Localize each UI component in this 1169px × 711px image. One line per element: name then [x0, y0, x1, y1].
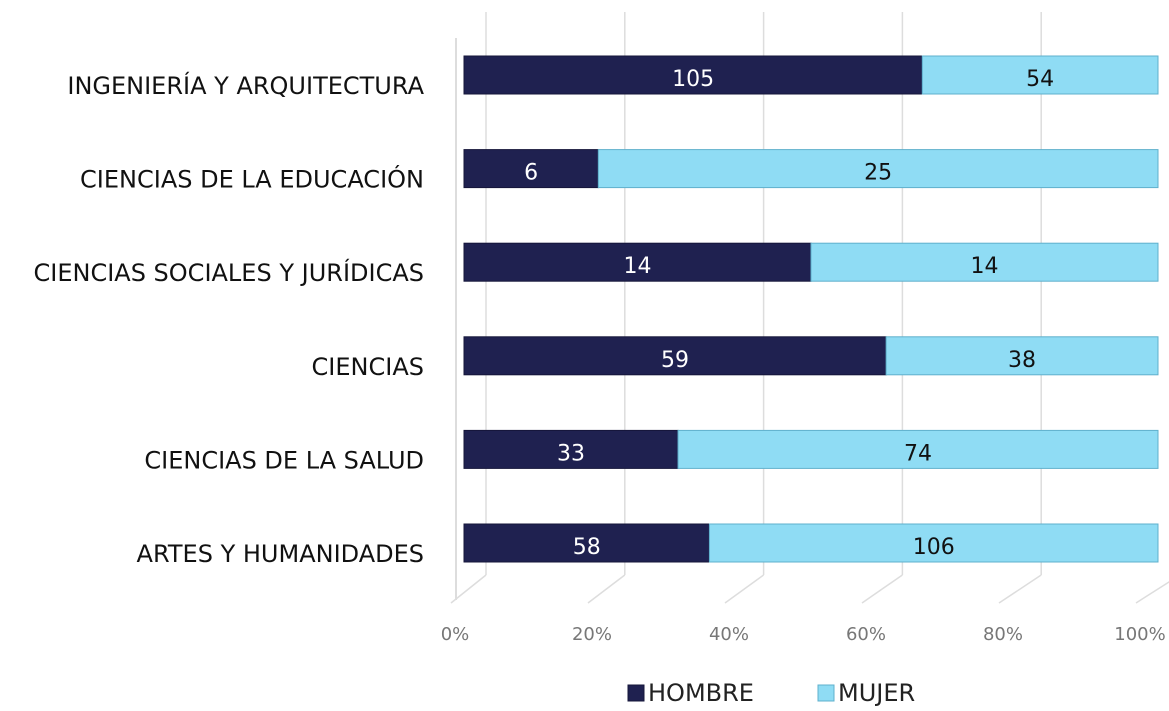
data-label: 58: [573, 535, 601, 560]
bar-segment: [677, 429, 1159, 469]
y-tick-label: CIENCIAS SOCIALES Y JURÍDICAS: [33, 258, 424, 287]
y-tick-label: ARTES Y HUMANIDADES: [137, 540, 424, 568]
data-label: 54: [1026, 67, 1054, 92]
data-label: 14: [971, 254, 999, 279]
data-label: 6: [524, 161, 538, 186]
data-label: 14: [624, 254, 652, 279]
bar-segment: [463, 429, 679, 469]
grid-foot: [861, 574, 903, 604]
data-label: 59: [661, 348, 689, 373]
bar-segment: [463, 55, 923, 95]
bar-segment: [708, 523, 1159, 563]
x-tick-label: 20%: [572, 624, 612, 645]
data-label: 25: [864, 161, 892, 186]
grid-foot: [724, 574, 765, 604]
data-label: 106: [913, 535, 955, 560]
legend-label: HOMBRE: [648, 679, 754, 707]
data-label: 105: [672, 67, 714, 92]
x-tick-label: 0%: [441, 624, 470, 645]
bar-segment: [463, 242, 812, 282]
bar-segment: [921, 55, 1159, 95]
y-tick-label: CIENCIAS DE LA EDUCACIÓN: [80, 164, 424, 194]
bar-segment: [463, 149, 599, 189]
grid-foot: [1135, 581, 1169, 604]
grid-foot: [998, 574, 1042, 604]
bar-segment: [597, 149, 1159, 189]
data-label: 33: [557, 441, 585, 466]
x-tick-label: 40%: [709, 624, 749, 645]
bar-segment: [463, 523, 710, 563]
grid-foot: [450, 574, 487, 604]
x-tick-label: 100%: [1114, 624, 1165, 645]
x-tick-label: 60%: [846, 624, 886, 645]
y-tick-label: CIENCIAS DE LA SALUD: [144, 446, 424, 474]
y-tick-label: INGENIERÍA Y ARQUITECTURA: [67, 71, 424, 100]
legend-label: MUJER: [838, 679, 915, 707]
bar-segment: [885, 336, 1159, 376]
x-tick-label: 80%: [983, 624, 1023, 645]
data-label: 38: [1008, 348, 1036, 373]
data-label: 74: [904, 441, 932, 466]
legend-swatch: [817, 684, 835, 702]
grid-foot: [587, 574, 626, 604]
bar-segment: [810, 242, 1159, 282]
legend-swatch: [627, 684, 645, 702]
y-tick-label: CIENCIAS: [312, 353, 424, 381]
